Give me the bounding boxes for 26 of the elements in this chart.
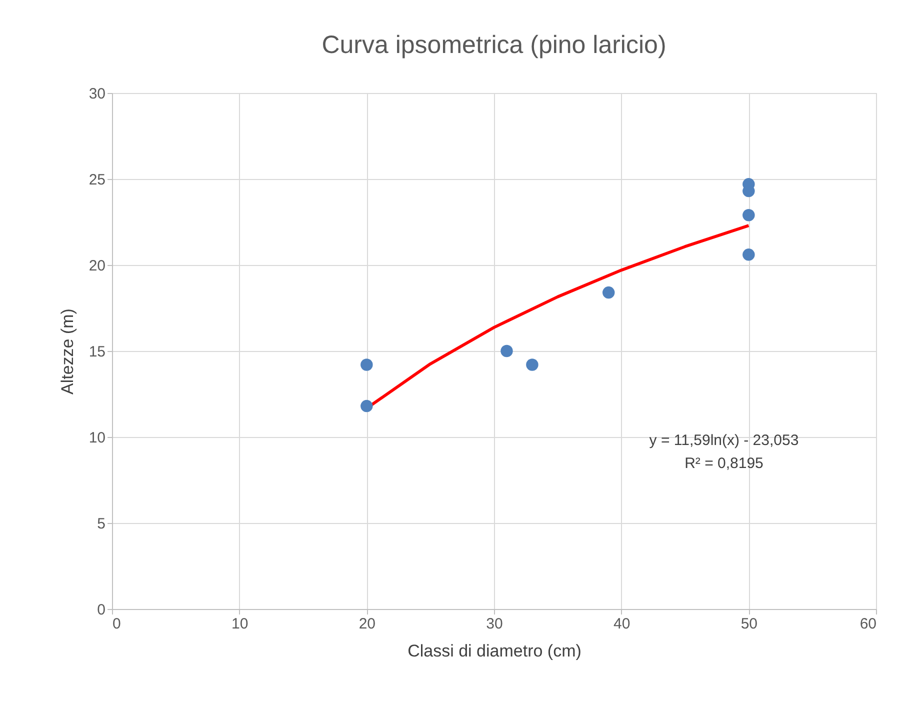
y-tick-label: 20 (88, 258, 106, 274)
x-tick-label: 50 (740, 616, 758, 632)
y-tick-label: 0 (97, 602, 106, 618)
y-tick-label: 10 (88, 430, 106, 446)
x-tick-label: 0 (112, 616, 121, 632)
x-tick-label: 10 (231, 616, 248, 632)
y-tick-label: 15 (88, 344, 106, 360)
y-tick-label: 25 (88, 172, 106, 188)
chart-title: Curva ipsometrica (pino laricio) (322, 31, 666, 59)
point (360, 400, 373, 412)
point (602, 286, 615, 299)
point (360, 358, 373, 371)
x-tick-label: 60 (860, 616, 876, 632)
x-tick-label: 40 (613, 616, 630, 632)
point (500, 344, 513, 358)
point (742, 209, 755, 222)
y-tick-label: 30 (88, 86, 106, 102)
y-tick-label: 5 (97, 516, 106, 532)
x-tick-label: 20 (358, 616, 376, 632)
y-axis-title: Altezze (m) (58, 308, 77, 394)
x-axis-title: Classi di diametro (cm) (408, 642, 582, 660)
annotation: R² = 0,8195 (684, 455, 764, 472)
point (526, 358, 538, 371)
x-tick-label: 30 (486, 616, 503, 632)
point (742, 248, 755, 261)
annotation: y = 11,59ln(x) - 23,053 (649, 432, 799, 449)
